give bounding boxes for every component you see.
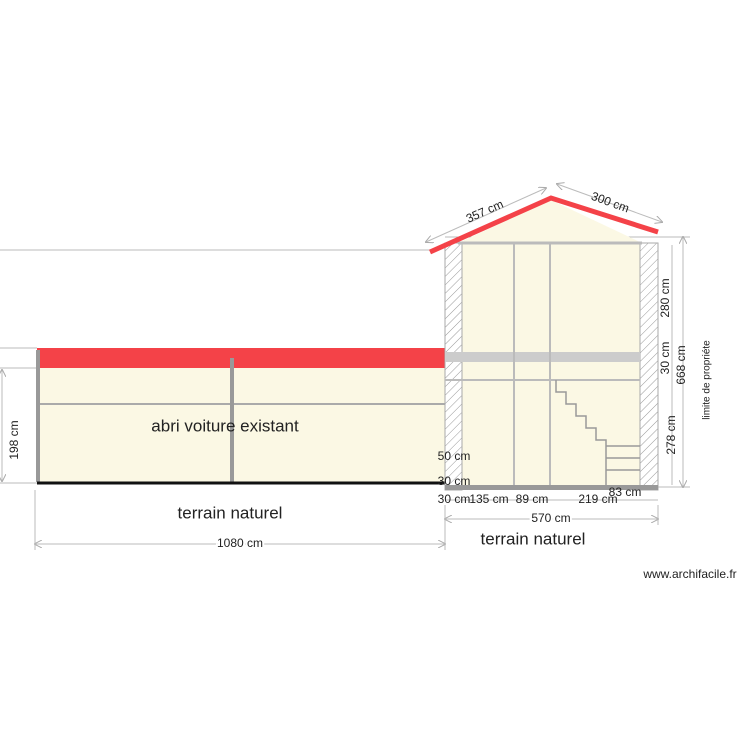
dimension-lines xyxy=(2,184,683,550)
dim-foundation-bottom: 30 cm xyxy=(438,492,471,506)
dim-stair: 83 cm xyxy=(609,485,642,499)
house xyxy=(428,195,659,491)
shelter-label: abri voiture existant xyxy=(151,416,299,435)
dim-house-width: 570 cm xyxy=(531,511,570,525)
watermark: www.archifacile.fr xyxy=(642,567,736,581)
dim-span-2: 89 cm xyxy=(516,492,549,506)
property-limit: limite de propriéte xyxy=(702,340,713,420)
dim-shelter-width: 1080 cm xyxy=(217,536,263,550)
dim-lower-floor: 278 cm xyxy=(664,415,678,454)
dim-upper-floor: 280 cm xyxy=(658,278,672,317)
dim-span-3: 219 cm xyxy=(578,492,617,506)
dim-total-height: 668 cm xyxy=(674,345,688,384)
ground-right: terrain naturel xyxy=(481,529,586,548)
dim-slab: 30 cm xyxy=(658,342,672,375)
dim-shelter-height: 198 cm xyxy=(7,420,21,459)
dim-foundation-top: 50 cm xyxy=(438,449,471,463)
dim-span-1: 135 cm xyxy=(469,492,508,506)
shelter xyxy=(36,348,453,485)
ground-left: terrain naturel xyxy=(178,503,283,522)
dim-foundation-mid: 30 cm xyxy=(438,474,471,488)
